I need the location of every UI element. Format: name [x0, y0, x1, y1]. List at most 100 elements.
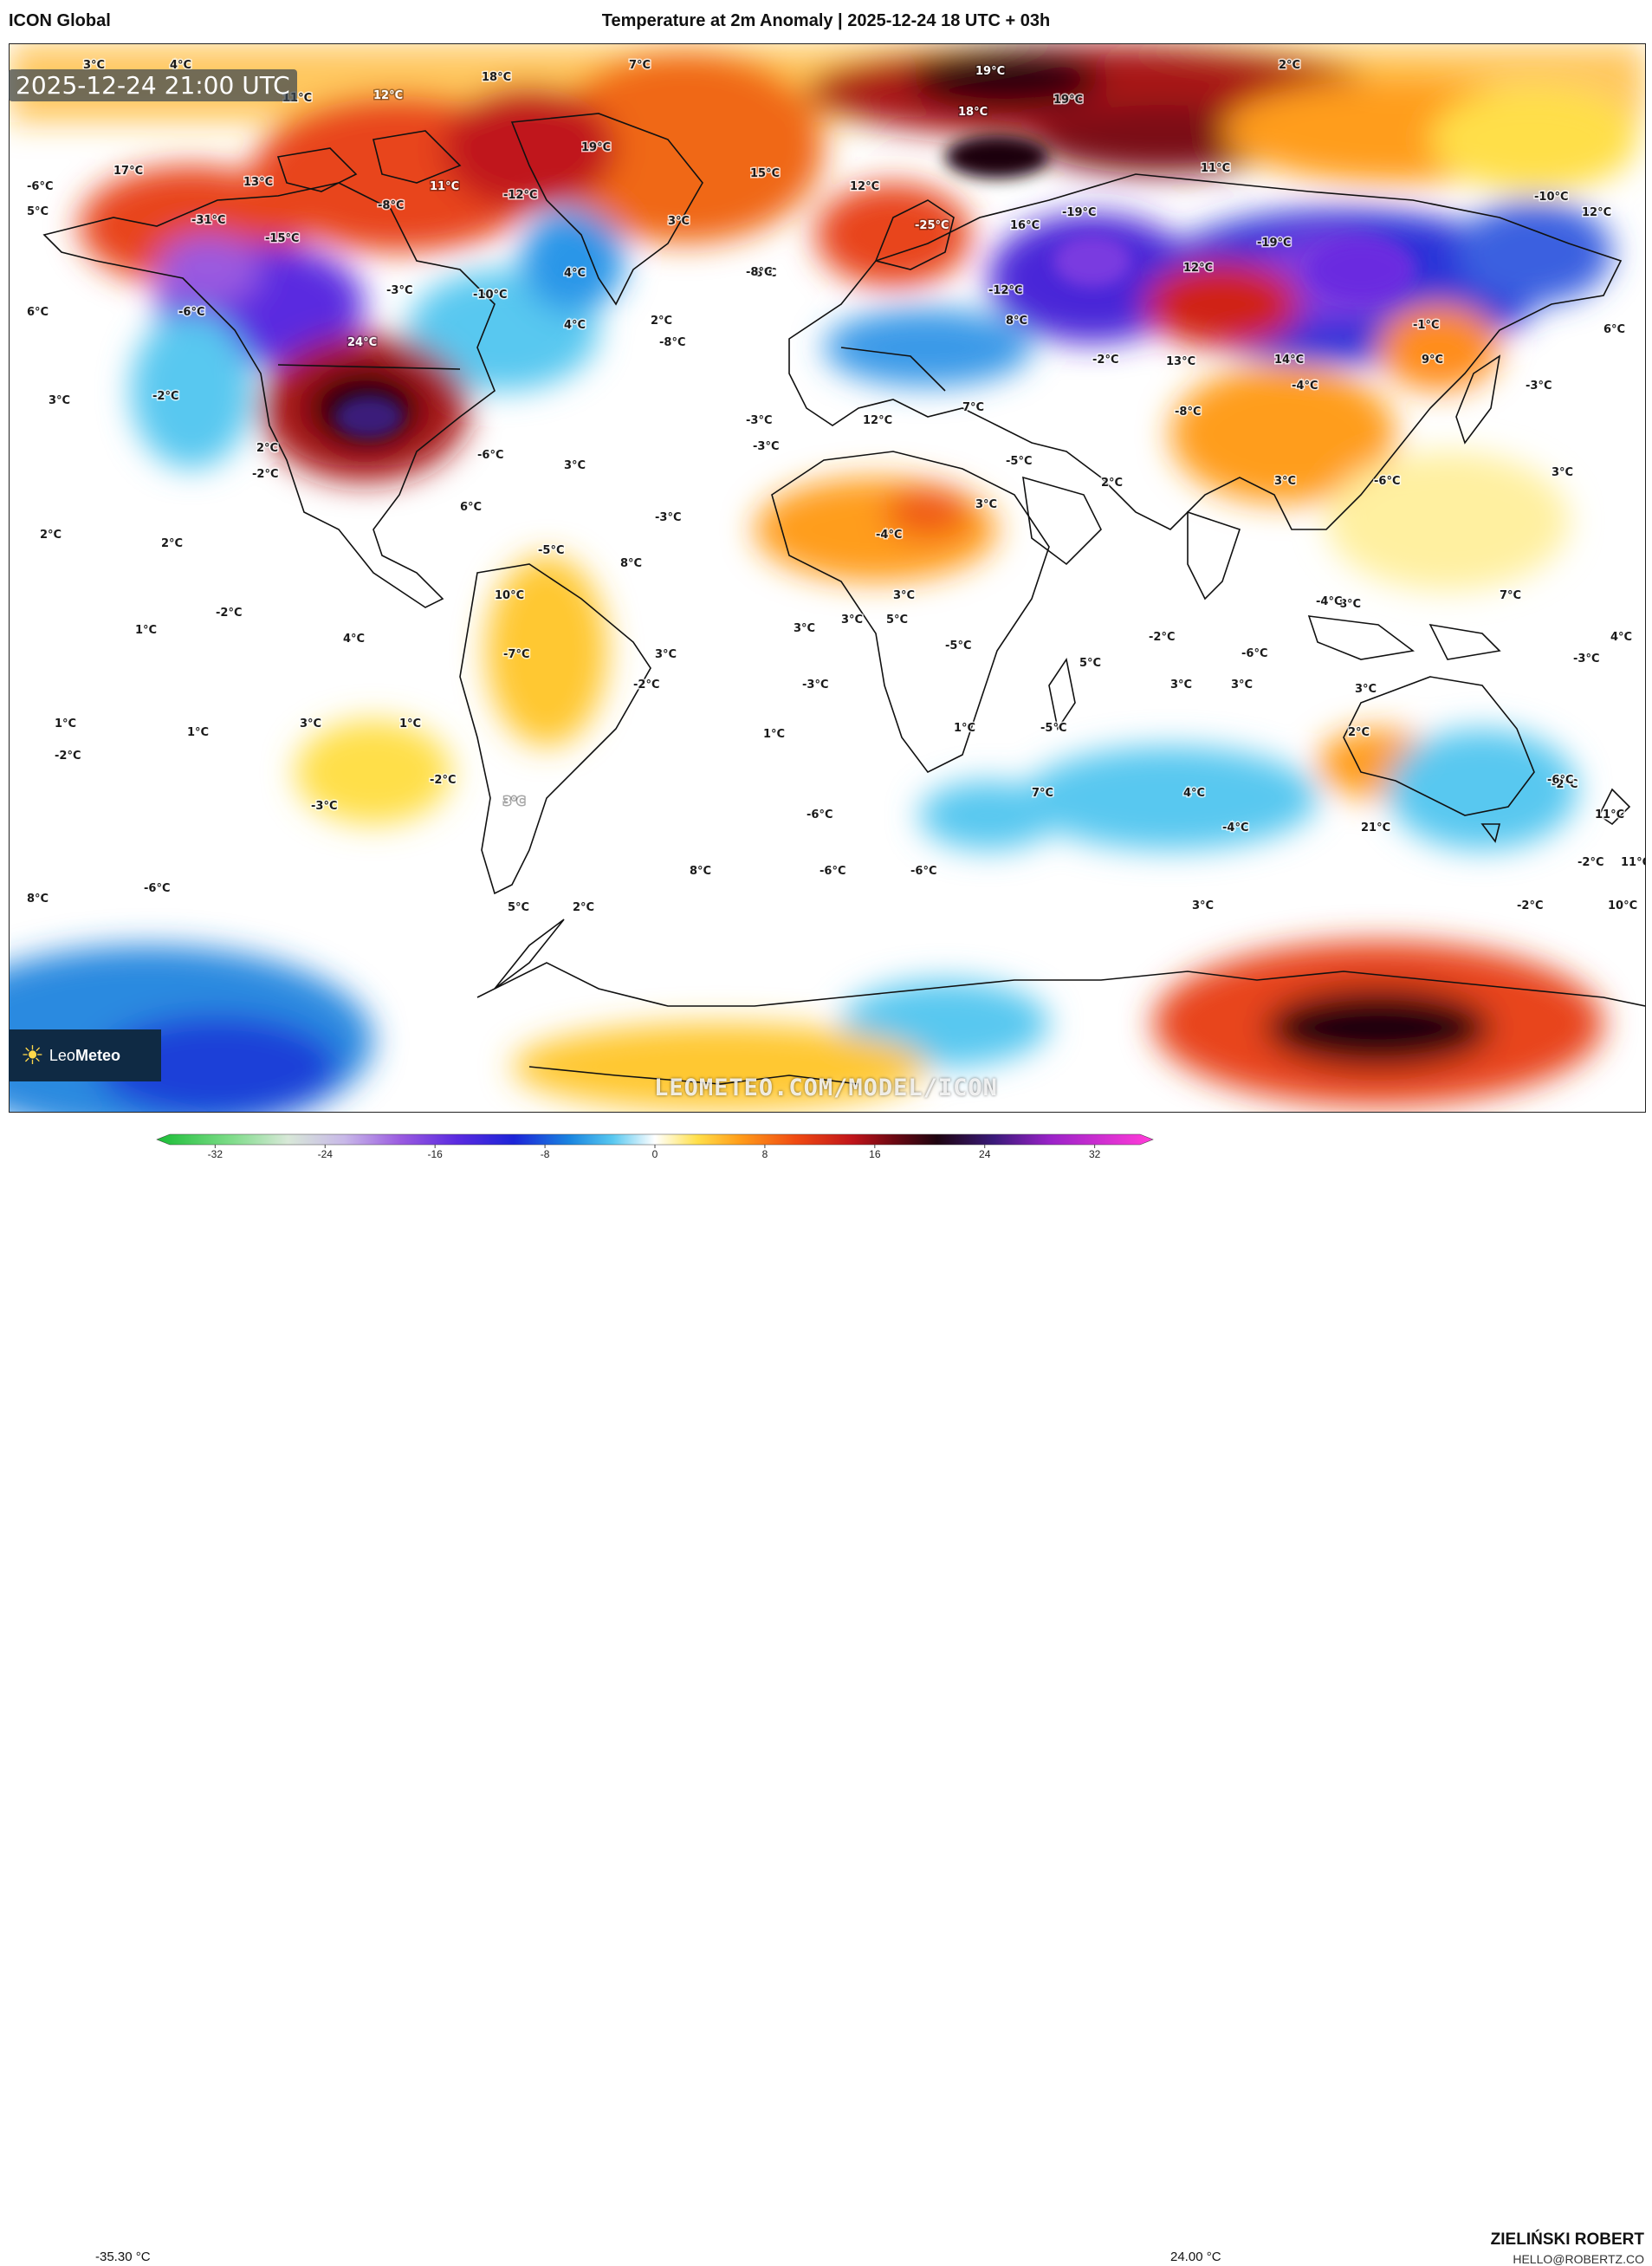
map-panel[interactable]: 3°C 4°C 18°C 7°C 19°C 2°C 11°C 12°C 18°C 19°C 17°C…: [9, 43, 1646, 1113]
temperature-label: 13°C: [1166, 355, 1195, 368]
temperature-label: 5°C: [886, 614, 908, 627]
colorbar-tick-label: -16: [428, 1148, 444, 1159]
temperature-label: 3°C: [668, 215, 690, 228]
map-title: Temperature at 2m Anomaly | 2025-12-24 1…: [601, 11, 1051, 30]
temperature-label: 6°C: [27, 306, 49, 319]
temperature-label: 8°C: [690, 865, 711, 878]
temperature-label: 12°C: [373, 89, 403, 102]
temperature-label: -2°C: [1577, 856, 1603, 869]
temperature-label: 7°C: [1500, 589, 1521, 602]
temperature-label: 3°C: [49, 394, 70, 407]
temperature-label: -6°C: [1241, 647, 1267, 660]
source-watermark: LEOMETEO.COM/MODEL/ICON: [654, 1075, 998, 1101]
temperature-label: -10°C: [473, 289, 508, 302]
temperature-label: -31°C: [191, 214, 226, 227]
leometeo-logo[interactable]: ☀ Leo Meteo: [9, 1029, 161, 1081]
temperature-label: 6°C: [1603, 323, 1625, 336]
temperature-label: 4°C: [1610, 631, 1632, 644]
temperature-label: 4°C: [1183, 787, 1205, 800]
temperature-label: -2°C: [216, 607, 242, 620]
valid-time-badge: 2025-12-24 21:00 UTC: [9, 69, 297, 101]
temperature-label: -5°C: [945, 640, 971, 653]
temperature-label: -15°C: [265, 232, 300, 245]
temperature-label: -6°C: [477, 449, 503, 462]
temperature-label: 2°C: [651, 315, 672, 328]
temperature-label: -3°C: [386, 284, 412, 297]
temperature-label: 16°C: [1010, 219, 1040, 232]
colorbar-tick-label: -8: [541, 1148, 550, 1159]
temperature-label: 8°C: [27, 893, 49, 906]
logo-text-meteo: Meteo: [75, 1046, 120, 1064]
temperature-label: 17°C: [113, 165, 143, 178]
temperature-label: 3°C: [893, 589, 915, 602]
temperature-label: 19°C: [581, 141, 611, 154]
temperature-label: -10°C: [1534, 191, 1569, 204]
temperature-label: -5°C: [1006, 455, 1032, 468]
temperature-label: -19°C: [1257, 237, 1292, 250]
temperature-label: -8°C: [746, 266, 772, 279]
colorbar-tick-label: -32: [208, 1148, 224, 1159]
temperature-label: -2°C: [55, 750, 81, 763]
temperature-label: 3°C: [1170, 679, 1192, 691]
temperature-label: 10°C: [1608, 899, 1637, 912]
anomaly-detail: [334, 135, 1413, 438]
temperature-label: -3°C: [655, 511, 681, 524]
temperature-label: 2°C: [161, 537, 183, 550]
temperature-label: 3°C: [975, 498, 997, 511]
temperature-label: -3°C: [753, 440, 779, 453]
temperature-label: 19°C: [1053, 94, 1083, 107]
colorbar-min-label: -35.30 °C: [95, 2250, 151, 2264]
temperature-label: -3°C: [311, 800, 337, 813]
temperature-label: -3°C: [802, 679, 828, 691]
temperature-label: 21°C: [1361, 821, 1390, 834]
temperature-label: 14°C: [1274, 354, 1304, 367]
temperature-label: -6°C: [807, 808, 832, 821]
temperature-label: -2°C: [1149, 631, 1175, 644]
temperature-label: -6°C: [144, 882, 170, 895]
temperature-label: -3°C: [1526, 380, 1552, 393]
temperature-label: -8°C: [1175, 406, 1201, 419]
temperature-label: 1°C: [399, 717, 421, 730]
temperature-label: -6°C: [1374, 475, 1400, 488]
temperature-label: -12°C: [988, 284, 1023, 297]
temperature-label: 9°C: [1422, 354, 1443, 367]
anomaly-map[interactable]: 3°C 4°C 18°C 7°C 19°C 2°C 11°C 12°C 18°C 19°C 17°C…: [10, 44, 1645, 1112]
model-name: ICON Global: [9, 11, 111, 30]
temperature-label: -2°C: [633, 679, 659, 691]
temperature-label: 3°C: [1552, 466, 1573, 479]
author-email: HELLO@ROBERTZ.CO: [1513, 2252, 1644, 2266]
temperature-label: 5°C: [1079, 657, 1101, 670]
temperature-label: -12°C: [503, 189, 538, 202]
temperature-label: 11°C: [430, 180, 459, 193]
temperature-label: 8°C: [1006, 315, 1027, 328]
temperature-label: -2°C: [252, 468, 278, 481]
temperature-label: 3°C: [1355, 683, 1377, 696]
temperature-label: 18°C: [958, 106, 988, 119]
temperature-label: -6°C: [27, 180, 53, 193]
temperature-label: 1°C: [187, 726, 209, 739]
temperature-label: -2°C: [1092, 354, 1118, 367]
colorbar: -32 -24 -16 -8 0 8 16 24 32: [156, 1133, 1154, 1159]
temperature-label: -1°C: [1413, 319, 1439, 332]
temperature-label: -2°C: [1517, 899, 1543, 912]
temperature-label: 12°C: [1183, 262, 1213, 275]
colorbar-max-label: 24.00 °C: [1170, 2250, 1221, 2264]
temperature-label: -19°C: [1062, 206, 1097, 219]
temperature-label: -8°C: [750, 267, 776, 280]
temperature-label: 8°C: [1339, 598, 1361, 611]
temperature-label: 3°C: [1274, 475, 1296, 488]
temperature-label: 2°C: [40, 529, 62, 542]
temperature-labels: 3°C 4°C 18°C 7°C 19°C 2°C 11°C 12°C 18°C 19°C 17°C…: [26, 58, 1646, 916]
temperature-label: 5°C: [27, 205, 49, 218]
temperature-label: 7°C: [629, 59, 651, 72]
temperature-label: -8°C: [378, 199, 404, 212]
temperature-label: -6°C: [178, 306, 204, 319]
temperature-label: 1°C: [954, 722, 975, 735]
temperature-label: -2°C: [430, 774, 456, 787]
temperature-label: -5°C: [1040, 722, 1066, 735]
temperature-label: 5°C: [508, 901, 529, 914]
sun-icon: ☀: [21, 1041, 44, 1070]
temperature-label: 2°C: [1101, 477, 1123, 490]
temperature-label: 3°C: [1231, 679, 1253, 691]
temperature-label: 13°C: [243, 176, 273, 189]
